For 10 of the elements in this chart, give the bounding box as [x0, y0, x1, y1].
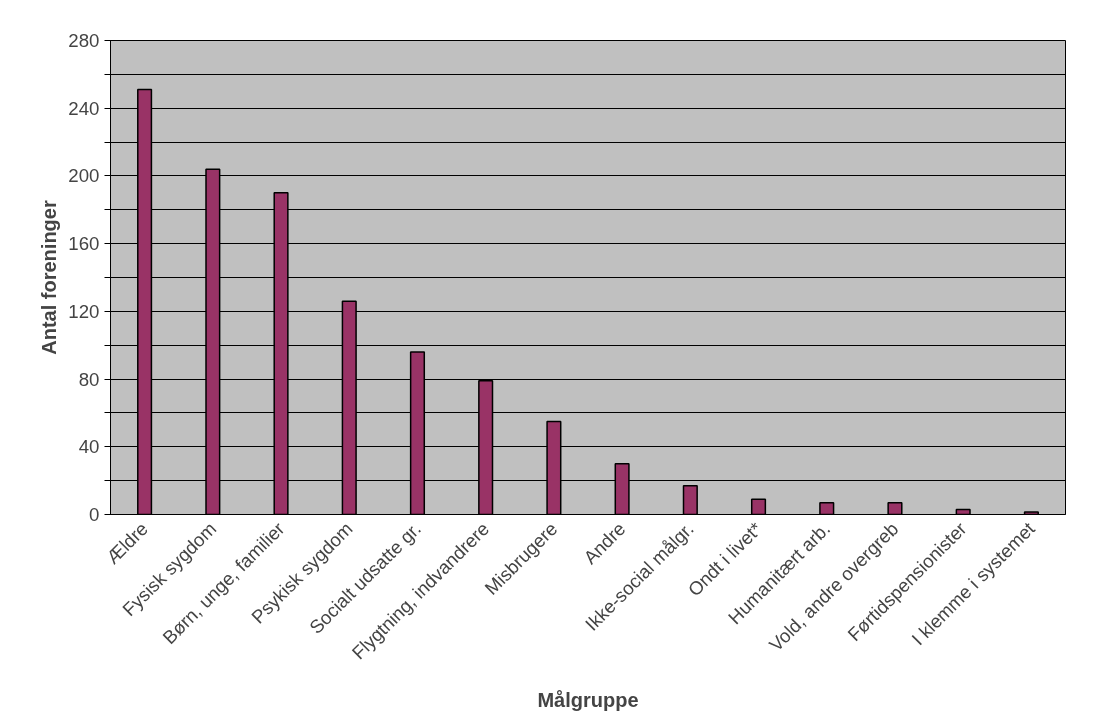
x-axis-title: Målgruppe [537, 688, 639, 711]
y-tick-label: 120 [68, 300, 100, 322]
y-tick-label: 240 [68, 97, 100, 119]
y-tick-label: 40 [78, 436, 100, 458]
y-tick-label: 160 [68, 233, 100, 255]
y-tick-label: 200 [68, 165, 100, 187]
y-axis-title: Antal foreninger [38, 200, 61, 355]
y-tick-label: 0 [89, 504, 100, 525]
y-tick-label: 80 [78, 368, 100, 390]
y-tick-label: 280 [68, 30, 100, 51]
